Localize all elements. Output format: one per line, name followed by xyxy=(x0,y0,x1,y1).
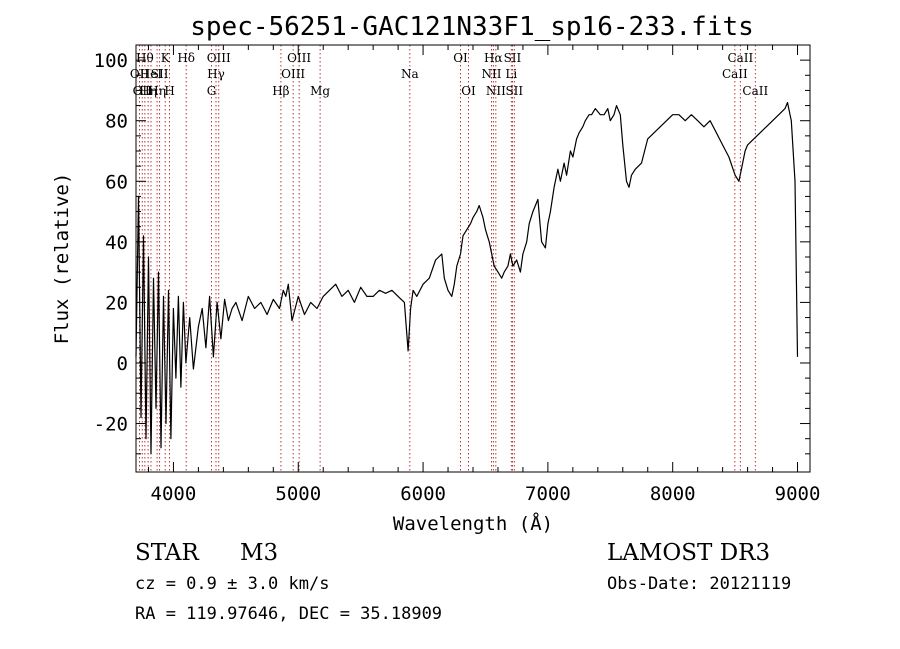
line-label-6: SII xyxy=(151,67,169,81)
line-label-19: OI xyxy=(461,84,476,98)
line-label-4: HeI xyxy=(140,67,163,81)
line-label-7: K xyxy=(161,51,171,65)
line-label-5: Hη xyxy=(148,84,166,98)
y-tick-label-3: 40 xyxy=(105,232,128,254)
line-label-8: H xyxy=(164,84,174,98)
line-label-26: CaII xyxy=(722,67,748,81)
line-label-23: Li xyxy=(505,67,517,81)
y-tick-label-4: 60 xyxy=(105,171,128,193)
y-tick-label-6: 100 xyxy=(94,50,128,72)
line-label-16: Mg xyxy=(310,84,330,98)
x-tick-label-2: 6000 xyxy=(400,483,446,505)
line-label-28: CaII xyxy=(742,84,768,98)
observation-date: Obs-Date: 20121119 xyxy=(607,574,792,594)
spectrum-line xyxy=(135,101,799,455)
line-label-21: Hα xyxy=(484,51,503,65)
x-tick-label-1: 5000 xyxy=(275,483,321,505)
redshift-cz: cz = 0.9 ± 3.0 km/s xyxy=(135,574,330,594)
y-tick-label-2: 20 xyxy=(105,292,128,314)
object-class: STAR xyxy=(135,540,199,566)
line-label-20: NII xyxy=(481,67,501,81)
y-tick-label-0: -20 xyxy=(94,414,128,436)
y-axis-label: Flux (relative) xyxy=(51,173,73,345)
line-label-13: Hβ xyxy=(272,84,289,98)
line-label-1: OII xyxy=(133,84,153,98)
line-label-17: Na xyxy=(401,67,419,81)
line-label-25: SII xyxy=(505,84,523,98)
line-label-22: NII xyxy=(486,84,506,98)
line-labels: OII OII Hθ Hη HeI Hη SII K H Hδ G Hγ OIII Hβ OIII OIII M… xyxy=(130,51,769,98)
x-tick-label-4: 8000 xyxy=(650,483,696,505)
plot-frame xyxy=(135,44,811,473)
line-label-27: CaII xyxy=(727,51,753,65)
y-tick-label-1: 0 xyxy=(117,353,128,375)
line-label-3: Hη xyxy=(139,84,157,98)
line-label-10: G xyxy=(207,84,217,98)
line-markers xyxy=(139,45,756,472)
axis-ticks: 4000 5000 6000 7000 8000 9000 -20 0 20 40 60 80 100 xyxy=(94,45,821,505)
coordinates: RA = 119.97646, DEC = 35.18909 xyxy=(135,604,443,624)
survey-name: LAMOST DR3 xyxy=(607,540,771,566)
y-tick-label-5: 80 xyxy=(105,111,128,133)
x-tick-label-5: 9000 xyxy=(775,483,821,505)
line-label-18: OI xyxy=(453,51,468,65)
x-tick-label-3: 7000 xyxy=(525,483,571,505)
chart-title: spec-56251-GAC121N33F1_sp16-233.fits xyxy=(190,12,754,42)
line-label-14: OIII xyxy=(281,67,305,81)
x-tick-label-0: 4000 xyxy=(151,483,197,505)
object-subclass: M3 xyxy=(240,540,279,566)
x-axis-label: Wavelength (Å) xyxy=(393,512,553,535)
line-label-15: OIII xyxy=(287,51,311,65)
line-label-24: SII xyxy=(504,51,522,65)
line-label-11: Hγ xyxy=(207,67,225,81)
line-label-9: Hδ xyxy=(177,51,195,65)
line-label-0: OII xyxy=(130,67,150,81)
line-label-2: Hθ xyxy=(136,51,154,65)
line-label-12: OIII xyxy=(207,51,231,65)
